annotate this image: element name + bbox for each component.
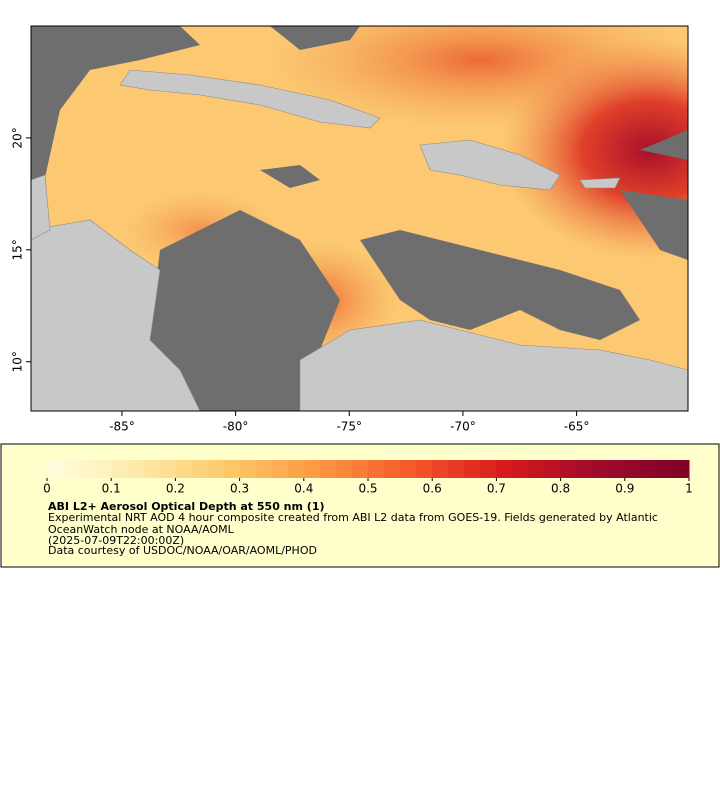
y-tick-label: 15° [11, 239, 25, 260]
colorbar-swatch [432, 460, 449, 478]
map-frame [30, 25, 689, 412]
colorbar-swatch [351, 460, 369, 478]
colorbar-swatch [159, 460, 176, 478]
colorbar-swatch [496, 460, 513, 478]
colorbar-swatch [191, 460, 208, 478]
colorbar-swatch [175, 460, 192, 478]
colorbar-swatch [464, 460, 481, 478]
colorbar-tick-label: 1 [685, 482, 693, 496]
colorbar-tick-label: 0.6 [423, 482, 442, 496]
colorbar-swatch [656, 460, 674, 478]
colorbar-swatch [512, 460, 529, 478]
colorbar-swatch [271, 460, 289, 478]
colorbar-tick-label: 0.7 [487, 482, 506, 496]
x-tick-label: -75° [336, 420, 362, 434]
colorbar-tick-label: 0.9 [615, 482, 634, 496]
colorbar-swatch [255, 460, 273, 478]
colorbar-swatch [47, 460, 64, 478]
colorbar-swatch [624, 460, 642, 478]
colorbar-tick-label: 0 [43, 482, 51, 496]
colorbar-swatch [400, 460, 417, 478]
colorbar-tick-label: 0.8 [551, 482, 570, 496]
x-tick-label: -65° [564, 420, 590, 434]
colorbar-swatch [448, 460, 465, 478]
colorbar-swatch [384, 460, 401, 478]
colorbar-swatch [480, 460, 497, 478]
colorbar-swatch [368, 460, 385, 478]
legend-line: (2025-07-09T22:00:00Z) [48, 534, 184, 547]
legend-title: ABI L2+ Aerosol Optical Depth at 550 nm … [48, 500, 325, 513]
colorbar-swatch [79, 460, 96, 478]
colorbar-swatch [207, 460, 225, 478]
colorbar-swatch [576, 460, 594, 478]
colorbar-swatch [287, 460, 305, 478]
colorbar-swatch [239, 460, 257, 478]
colorbar-swatch [223, 460, 241, 478]
x-tick-label: -85° [109, 420, 135, 434]
colorbar-swatch [672, 460, 690, 478]
legend-line: Data courtesy of USDOC/NOAA/OAR/AOML/PHO… [48, 544, 317, 557]
colorbar-swatch [127, 460, 144, 478]
y-tick-label: 10° [11, 351, 25, 372]
x-tick-label: -70° [450, 420, 476, 434]
colorbar-swatch [592, 460, 610, 478]
colorbar-swatch [95, 460, 112, 478]
colorbar-swatch [560, 460, 578, 478]
colorbar-tick-label: 0.1 [102, 482, 121, 496]
colorbar-swatch [608, 460, 626, 478]
colorbar-tick-label: 0.2 [166, 482, 185, 496]
colorbar-swatch [143, 460, 160, 478]
y-tick-label: 20° [11, 127, 25, 148]
colorbar-swatch [303, 460, 321, 478]
legend-line: OceanWatch node at NOAA/AOML [48, 523, 235, 536]
colorbar-swatch [416, 460, 433, 478]
colorbar-swatch [335, 460, 353, 478]
colorbar-tick-label: 0.5 [358, 482, 377, 496]
colorbar-swatch [319, 460, 337, 478]
legend-line: Experimental NRT AOD 4 hour composite cr… [48, 511, 658, 524]
colorbar-tick-label: 0.3 [230, 482, 249, 496]
colorbar-swatch [528, 460, 546, 478]
x-tick-label: -80° [223, 420, 249, 434]
colorbar-tick-label: 0.4 [294, 482, 313, 496]
colorbar-swatch [640, 460, 658, 478]
colorbar-swatch [111, 460, 128, 478]
colorbar-swatch [544, 460, 562, 478]
colorbar-swatch [63, 460, 80, 478]
map-image [31, 26, 688, 411]
